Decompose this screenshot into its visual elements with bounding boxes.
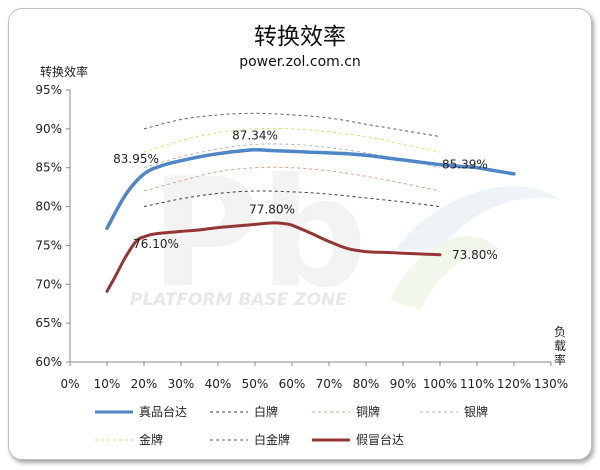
x-tick-label: 80% <box>353 377 380 391</box>
x-tick-label: 70% <box>316 377 343 391</box>
x-axis-title-char: 负 <box>554 325 566 339</box>
y-tick-label: 65% <box>35 316 62 330</box>
legend-label-gold: 金牌 <box>139 432 163 447</box>
legend-label-silver: 银牌 <box>464 405 488 419</box>
y-tick-label: 75% <box>35 238 62 252</box>
x-tick-label: 20% <box>131 377 158 391</box>
x-axis-title: 负载率 <box>554 325 566 367</box>
x-tick-label: 110% <box>460 377 494 391</box>
data-label: 73.80% <box>452 248 498 262</box>
data-label: 76.10% <box>133 237 179 251</box>
x-axis-title-char: 载 <box>554 339 566 353</box>
x-tick-label: 100% <box>423 377 457 391</box>
y-tick-label: 95% <box>35 83 62 97</box>
x-tick-label: 50% <box>242 377 269 391</box>
series-line-platinum <box>143 112 441 138</box>
y-tick-label: 80% <box>35 200 62 214</box>
series-line-silver <box>143 143 441 169</box>
x-tick-label: 0% <box>60 377 79 391</box>
data-label: 77.80% <box>249 203 295 217</box>
x-axis-title-char: 率 <box>554 352 566 367</box>
x-tick-label: 90% <box>390 377 417 391</box>
y-tick-label: 60% <box>35 355 62 369</box>
series-line-fake-delta <box>105 221 442 293</box>
x-tick-label: 30% <box>168 377 195 391</box>
legend-label-platinum: 白金牌 <box>254 432 290 447</box>
series-line-bronze <box>143 166 441 192</box>
x-tick-label: 120% <box>497 377 531 391</box>
y-tick-label: 90% <box>35 122 62 136</box>
legend-label-white-label: 白牌 <box>254 404 278 419</box>
watermark-text: PLATFORM BASE ZONE <box>130 290 347 310</box>
y-tick-label: 85% <box>35 161 62 175</box>
data-label: 85.39% <box>442 158 488 172</box>
chart-title: 转换效率 <box>254 24 346 50</box>
data-label: 87.34% <box>232 129 278 143</box>
series-line-white-label <box>143 190 441 208</box>
series-line-gold <box>143 127 441 153</box>
y-axis-title: 转换效率 <box>40 64 88 79</box>
chart-subtitle: power.zol.com.cn <box>239 54 361 70</box>
chart-frame <box>8 8 592 460</box>
y-tick-label: 70% <box>35 277 62 291</box>
watermark-logo: Pb PLATFORM BASE ZONE <box>130 147 560 321</box>
x-tick-label: 130% <box>534 377 568 391</box>
legend-label-fake-delta: 假冒台达 <box>356 432 404 447</box>
series-line-genuine-delta <box>105 148 516 231</box>
data-label: 83.95% <box>113 152 159 166</box>
legend-label-genuine-delta: 真品台达 <box>139 404 187 419</box>
x-tick-label: 10% <box>94 377 121 391</box>
watermark-letters: Pb <box>150 147 367 321</box>
legend-label-bronze: 铜牌 <box>356 404 380 419</box>
x-tick-label: 40% <box>205 377 232 391</box>
x-tick-label: 60% <box>279 377 306 391</box>
